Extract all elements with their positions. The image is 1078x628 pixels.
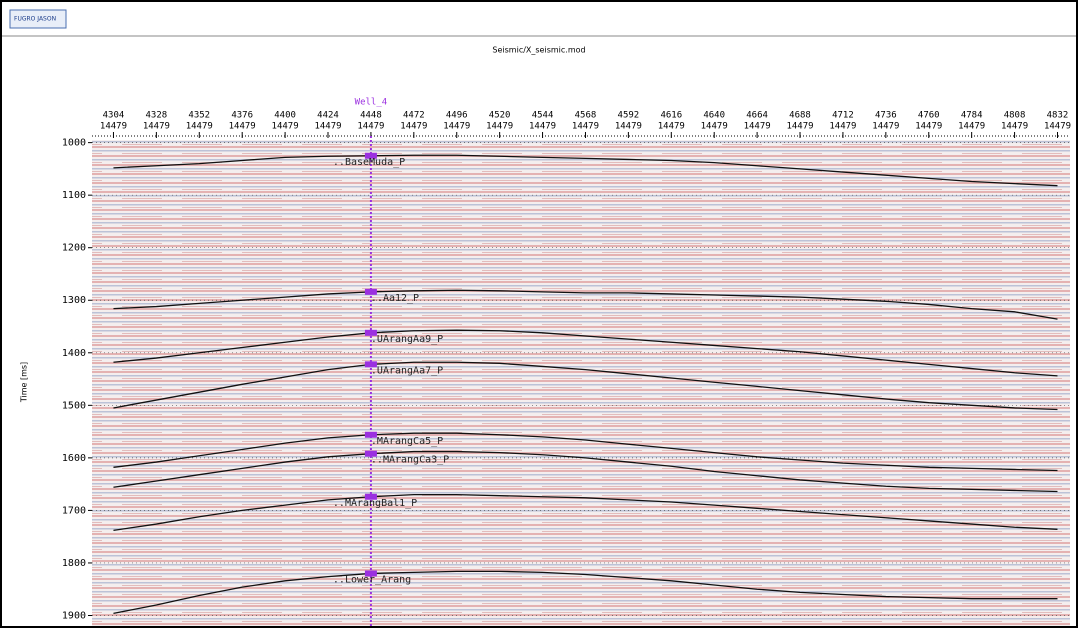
x-tick-label: 4496: [446, 111, 468, 121]
horizon-label: .UArangAa9_P: [371, 334, 443, 345]
chart-title: Seismic/X_seismic.mod: [492, 46, 585, 55]
inline-label: 14479: [314, 122, 341, 132]
x-tick-label: 4544: [532, 111, 554, 121]
x-tick-label: 4352: [188, 111, 210, 121]
x-tick-label: 4304: [103, 111, 125, 121]
inline-label: 14479: [100, 122, 127, 132]
chart: FUGRO JASON Seismic/X_seismic.mod Time […: [2, 2, 1076, 626]
x-tick-label: 4664: [746, 111, 768, 121]
x-tick-label: 4424: [317, 111, 339, 121]
inline-label: 14479: [529, 122, 556, 132]
inline-label: 14479: [143, 122, 170, 132]
horizon-label: ..BaseMuda_P: [333, 157, 405, 168]
inline-label: 14479: [872, 122, 899, 132]
horizon-label: ..MArangBal1_P: [333, 498, 417, 509]
x-tick-label: 4808: [1004, 111, 1026, 121]
y-tick-label: 1900: [62, 610, 86, 621]
x-tick-label: 4616: [660, 111, 682, 121]
x-tick-label: 4592: [618, 111, 640, 121]
well-name: Well_4: [355, 98, 388, 108]
x-tick-label: 4568: [575, 111, 597, 121]
x-tick-label: 4688: [789, 111, 811, 121]
inline-label: 14479: [744, 122, 771, 132]
logo: FUGRO JASON: [14, 16, 56, 23]
inline-label: 14479: [615, 122, 642, 132]
y-tick-label: 1700: [62, 505, 86, 516]
inline-label: 14479: [829, 122, 856, 132]
y-axis-label: Time [ms]: [20, 362, 29, 403]
horizon-label: ..Aa12_P: [371, 293, 419, 304]
x-tick-label: 4520: [489, 111, 511, 121]
y-tick-label: 1000: [62, 138, 86, 149]
inline-label: 14479: [658, 122, 685, 132]
y-tick-label: 1400: [62, 348, 86, 359]
y-tick-label: 1200: [62, 243, 86, 254]
y-tick-label: 1600: [62, 453, 86, 464]
x-tick-label: 4328: [146, 111, 168, 121]
seismic-section: [92, 140, 1070, 626]
y-tick-label: 1300: [62, 295, 86, 306]
horizon-label: ..Lower_Arang: [333, 574, 411, 585]
x-tick-label: 4760: [918, 111, 940, 121]
inline-label: 14479: [701, 122, 728, 132]
horizon-label: .UArangAa7_P: [371, 365, 443, 376]
inline-label: 14479: [786, 122, 813, 132]
x-tick-label: 4376: [231, 111, 253, 121]
inline-label: 14479: [915, 122, 942, 132]
inline-label: 14479: [958, 122, 985, 132]
x-tick-label: 4472: [403, 111, 425, 121]
inline-label: 14479: [400, 122, 427, 132]
inline-label: 14479: [1001, 122, 1028, 132]
x-tick-label: 4448: [360, 111, 382, 121]
x-tick-label: 4784: [961, 111, 983, 121]
window: FUGRO JASON Seismic/X_seismic.mod Time […: [0, 0, 1078, 628]
horizon-label: ..MArangCa3_P: [371, 455, 449, 466]
x-tick-label: 4736: [875, 111, 897, 121]
inline-label: 14479: [357, 122, 384, 132]
inline-label: 14479: [572, 122, 599, 132]
inline-label: 14479: [486, 122, 513, 132]
toolbar: [2, 2, 1076, 34]
inline-label: 14479: [229, 122, 256, 132]
inline-label: 14479: [272, 122, 299, 132]
x-tick-label: 4832: [1047, 111, 1069, 121]
y-tick-label: 1500: [62, 400, 86, 411]
inline-label: 14479: [1044, 122, 1071, 132]
inline-label: 14479: [186, 122, 213, 132]
inline-label: 14479: [443, 122, 470, 132]
horizon-label: .MArangCa5_P: [371, 436, 443, 447]
y-tick-label: 1100: [62, 190, 86, 201]
x-tick-label: 4712: [832, 111, 854, 121]
x-tick-label: 4400: [274, 111, 296, 121]
y-tick-label: 1800: [62, 558, 86, 569]
x-tick-label: 4640: [703, 111, 725, 121]
